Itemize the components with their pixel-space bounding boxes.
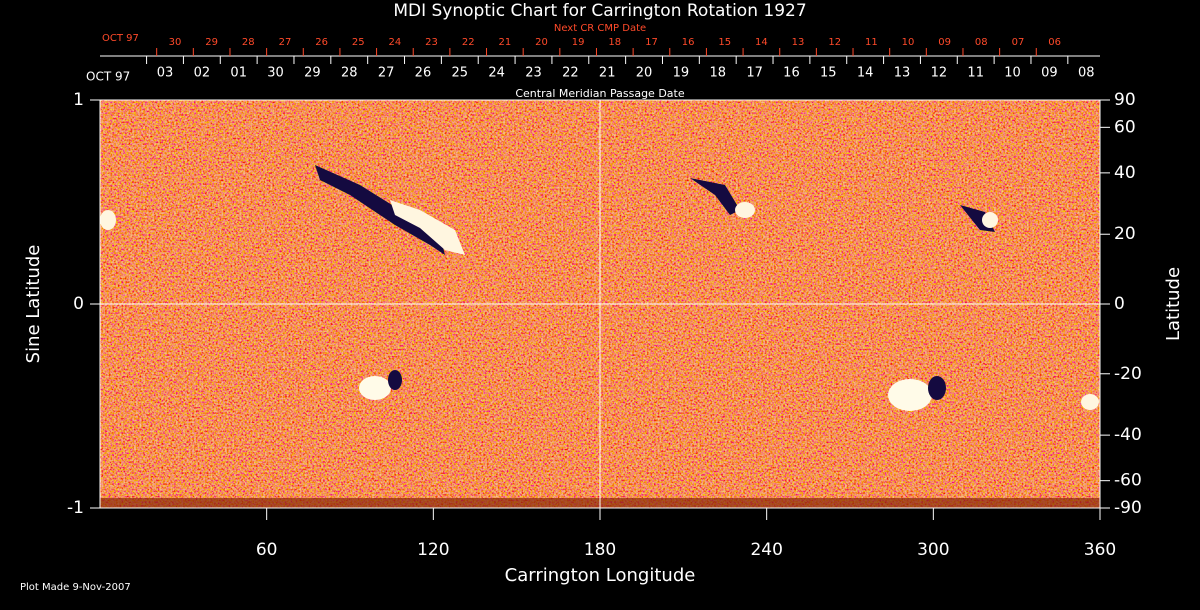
date-label: 09 [938, 37, 951, 48]
date-label: 12 [828, 37, 841, 48]
date-label: 30 [169, 37, 182, 48]
date-label: 29 [205, 37, 218, 48]
chart-title: MDI Synoptic Chart for Carrington Rotati… [393, 1, 806, 21]
x-tick-label: 300 [917, 540, 949, 560]
y2-tick-label: -60 [1114, 471, 1142, 491]
date-label: 20 [535, 37, 548, 48]
cmp-start: OCT 97 [86, 70, 130, 84]
date-label: 26 [315, 37, 328, 48]
y2-tick-label: 90 [1114, 90, 1136, 110]
date-label: 10 [1004, 66, 1021, 81]
date-label: 26 [415, 66, 432, 81]
date-label: 12 [931, 66, 948, 81]
date-label: 24 [389, 37, 402, 48]
date-label: 25 [352, 37, 365, 48]
date-label: 09 [1041, 66, 1058, 81]
date-label: 18 [608, 37, 621, 48]
date-label: 07 [1012, 37, 1025, 48]
region-positive [100, 210, 116, 230]
date-label: 19 [673, 66, 690, 81]
date-label: 11 [865, 37, 878, 48]
date-label: 28 [242, 37, 255, 48]
date-label: 08 [1078, 66, 1095, 81]
region-positive [359, 376, 391, 400]
date-label: 16 [682, 37, 695, 48]
date-label: 15 [718, 37, 731, 48]
y2-tick-label: -20 [1114, 364, 1142, 384]
y-axis-label: Sine Latitude [23, 245, 44, 364]
date-label: 01 [230, 66, 247, 81]
date-label: 27 [279, 37, 292, 48]
region-positive [982, 212, 998, 228]
next-cmp-start: OCT 97 [102, 33, 139, 44]
date-label: 29 [304, 66, 321, 81]
region-negative [388, 370, 402, 390]
x-tick-label: 360 [1084, 540, 1116, 560]
date-label: 28 [341, 66, 358, 81]
date-label: 17 [746, 66, 763, 81]
date-label: 02 [194, 66, 211, 81]
region-positive [888, 379, 932, 411]
y2-tick-label: 60 [1114, 117, 1136, 137]
region-negative [315, 165, 445, 255]
date-label: 27 [378, 66, 395, 81]
date-label: 30 [267, 66, 284, 81]
region-positive [735, 202, 755, 218]
region-negative [928, 376, 946, 400]
x-tick-label: 120 [417, 540, 449, 560]
date-label: 21 [498, 37, 511, 48]
date-label: 13 [792, 37, 805, 48]
date-label: 21 [599, 66, 616, 81]
cmp-axis-label: Central Meridian Passage Date [515, 87, 684, 100]
date-label: 20 [636, 66, 653, 81]
y2-axis-label: Latitude [1163, 267, 1184, 341]
date-label: 25 [452, 66, 469, 81]
date-label: 18 [709, 66, 726, 81]
x-axis-label: Carrington Longitude [505, 565, 696, 586]
date-label: 13 [894, 66, 911, 81]
y2-tick-label: 0 [1114, 294, 1125, 314]
date-label: 10 [902, 37, 915, 48]
y-tick-label: 1 [73, 90, 84, 110]
y-tick-label: 0 [73, 294, 84, 314]
x-tick-label: 180 [584, 540, 616, 560]
region-positive [390, 200, 465, 255]
date-label: 08 [975, 37, 988, 48]
date-label: 23 [425, 37, 438, 48]
region-positive [1081, 394, 1099, 410]
date-label: 15 [820, 66, 837, 81]
date-label: 11 [967, 66, 984, 81]
date-label: 14 [755, 37, 768, 48]
date-label: 17 [645, 37, 658, 48]
y2-tick-label: 20 [1114, 224, 1136, 244]
y-tick-label: -1 [67, 498, 84, 518]
date-label: 03 [157, 66, 174, 81]
y2-tick-label: -90 [1114, 498, 1142, 518]
x-tick-label: 60 [256, 540, 278, 560]
date-label: 16 [783, 66, 800, 81]
date-label: 23 [525, 66, 542, 81]
date-label: 24 [488, 66, 505, 81]
region-negative [690, 178, 740, 215]
date-label: 22 [462, 37, 475, 48]
next-cmp-axis-label: Next CR CMP Date [554, 23, 646, 34]
x-tick-label: 240 [750, 540, 782, 560]
date-label: 14 [857, 66, 874, 81]
date-label: 06 [1048, 37, 1061, 48]
date-label: 22 [562, 66, 579, 81]
y2-tick-label: -40 [1114, 425, 1142, 445]
footnote: Plot Made 9-Nov-2007 [20, 582, 131, 593]
y2-tick-label: 40 [1114, 163, 1136, 183]
date-label: 19 [572, 37, 585, 48]
